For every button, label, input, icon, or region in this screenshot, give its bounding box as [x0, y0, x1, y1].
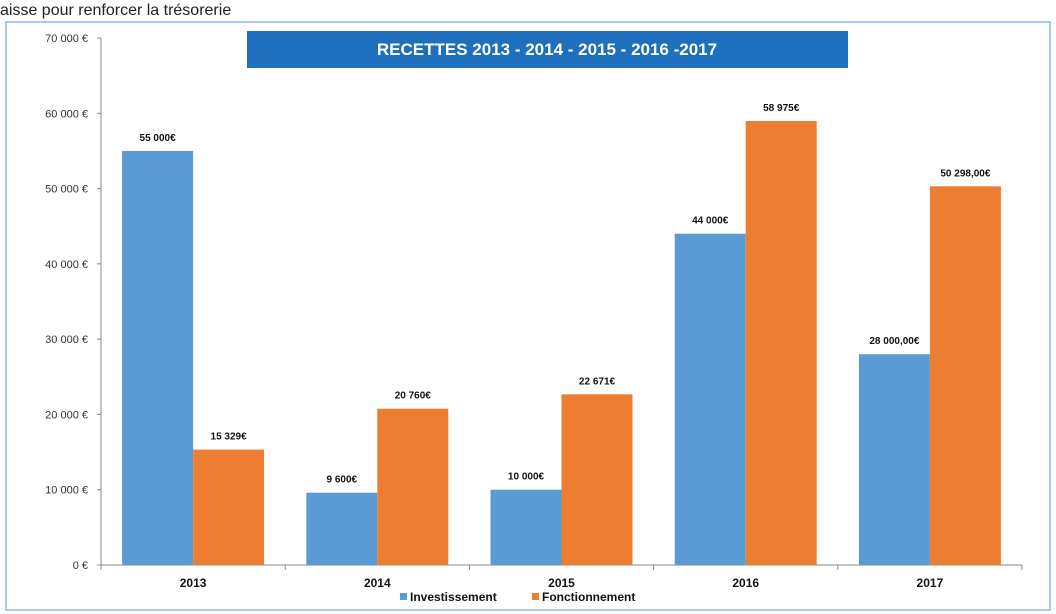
- data-label: 58 975€: [763, 103, 800, 114]
- x-tick-label: 2013: [180, 576, 207, 590]
- data-label: 15 329€: [211, 432, 248, 443]
- legend-label-fonctionnement: Fonctionnement: [542, 590, 635, 604]
- y-tick-label: 10 000 €: [45, 485, 88, 497]
- bar-investissement-2015: [490, 489, 562, 565]
- y-tick-label: 60 000 €: [45, 108, 88, 120]
- bar-investissement-2013: [122, 150, 194, 565]
- data-label: 44 000€: [692, 216, 729, 227]
- data-label: 50 298,00€: [940, 168, 990, 179]
- data-label: 9 600€: [327, 475, 358, 486]
- chart-title: RECETTES 2013 - 2014 - 2015 - 2016 -2017: [377, 40, 717, 59]
- chart-title-box: [247, 31, 848, 68]
- legend-label-investissement: Investissement: [410, 590, 497, 604]
- data-label: 20 760€: [395, 391, 432, 402]
- data-label: 10 000€: [508, 472, 545, 483]
- bar-investissement-2017: [858, 354, 930, 565]
- y-tick-label: 20 000 €: [45, 409, 88, 421]
- bar-investissement-2014: [306, 492, 378, 565]
- bar-fonctionnement-2015: [561, 394, 633, 565]
- y-tick-label: 0 €: [73, 560, 88, 572]
- bar-fonctionnement-2013: [193, 449, 265, 565]
- bar-fonctionnement-2017: [929, 186, 1001, 565]
- legend-swatch-investissement: [400, 593, 407, 600]
- y-tick-label: 40 000 €: [45, 259, 88, 271]
- x-tick-label: 2014: [364, 576, 391, 590]
- data-label: 55 000€: [140, 133, 177, 144]
- x-tick-label: 2015: [548, 576, 575, 590]
- y-tick-label: 30 000 €: [45, 334, 88, 346]
- bar-fonctionnement-2016: [745, 121, 817, 565]
- y-tick-label: 70 000 €: [45, 33, 88, 45]
- data-label: 22 671€: [579, 376, 616, 387]
- chart-frame: [5, 21, 1051, 611]
- x-tick-label: 2016: [732, 576, 759, 590]
- data-label: 28 000,00€: [869, 336, 919, 347]
- legend-swatch-fonctionnement: [532, 593, 539, 600]
- bar-investissement-2016: [674, 233, 746, 565]
- bar-fonctionnement-2014: [377, 408, 449, 565]
- caption-top: aisse pour renforcer la trésorerie: [0, 2, 231, 19]
- x-tick-label: 2017: [917, 576, 944, 590]
- y-tick-label: 50 000 €: [45, 184, 88, 196]
